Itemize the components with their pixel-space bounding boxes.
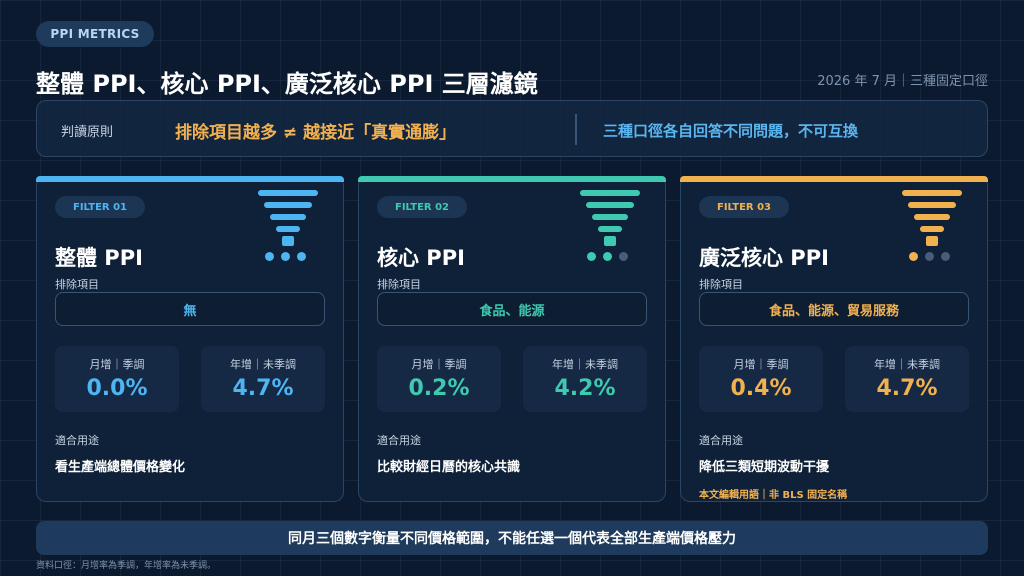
editorial-note: 本文編輯用語｜非 BLS 固定名稱: [699, 490, 848, 501]
principle-divider: [575, 114, 577, 145]
funnel-dot: [281, 252, 290, 261]
funnel-bar: [902, 190, 962, 196]
mom-value: 0.2%: [408, 376, 470, 401]
mom-label: 月增｜季調: [411, 358, 467, 371]
funnel-icon: [575, 190, 645, 266]
funnel-dot: [941, 252, 950, 261]
funnel-bar: [920, 226, 944, 232]
funnel-bar: [276, 226, 300, 232]
filter-badge: FILTER 01: [55, 196, 145, 218]
principle-side: 三種口徑各自回答不同問題，不可互換: [603, 122, 859, 140]
mom-stat: 月增｜季調 0.0%: [55, 346, 179, 412]
use-value: 看生產端總體價格變化: [55, 460, 186, 475]
funnel-dot: [603, 252, 612, 261]
card-title: 核心 PPI: [377, 246, 465, 270]
bottom-summary: 同月三個數字衡量不同價格範圍，不能任選一個代表全部生產端價格壓力: [36, 521, 988, 555]
yoy-value: 4.7%: [232, 376, 294, 401]
principle-banner: 判讀原則 排除項目越多 ≠ 越接近「真實通膨」 三種口徑各自回答不同問題，不可互…: [36, 100, 988, 157]
yoy-value: 4.7%: [876, 376, 938, 401]
page-meta: 2026 年 7 月｜三種固定口徑: [817, 74, 988, 89]
yoy-label: 年增｜未季調: [874, 358, 940, 371]
funnel-spout: [926, 236, 938, 246]
funnel-icon: [253, 190, 323, 266]
principle-label: 判讀原則: [61, 125, 114, 140]
use-label: 適合用途: [699, 434, 743, 447]
funnel-bar: [270, 214, 306, 220]
funnel-bar: [908, 202, 956, 208]
exclude-label: 排除項目: [55, 278, 99, 291]
card-accent-bar: [358, 176, 666, 182]
funnel-dot: [925, 252, 934, 261]
mom-label: 月增｜季調: [89, 358, 145, 371]
exclude-value: 無: [55, 292, 325, 326]
card-headline-ppi: FILTER 01 整體 PPI 排除項目 無 月增｜季調 0.0% 年增｜未季…: [36, 176, 344, 502]
use-value: 比較財經日曆的核心共識: [377, 460, 521, 475]
mom-label: 月增｜季調: [733, 358, 789, 371]
mom-value: 0.4%: [730, 376, 792, 401]
exclude-label: 排除項目: [377, 278, 421, 291]
use-label: 適合用途: [377, 434, 421, 447]
funnel-bar: [580, 190, 640, 196]
yoy-label: 年增｜未季調: [552, 358, 618, 371]
yoy-stat: 年增｜未季調 4.7%: [201, 346, 325, 412]
principle-main: 排除項目越多 ≠ 越接近「真實通膨」: [175, 123, 457, 143]
funnel-bar: [598, 226, 622, 232]
page-title: 整體 PPI、核心 PPI、廣泛核心 PPI 三層濾鏡: [36, 70, 538, 98]
card-core-ppi: FILTER 02 核心 PPI 排除項目 食品、能源 月增｜季調 0.2% 年…: [358, 176, 666, 502]
funnel-dot: [909, 252, 918, 261]
funnel-dot: [587, 252, 596, 261]
use-label: 適合用途: [55, 434, 99, 447]
funnel-bar: [592, 214, 628, 220]
funnel-dot: [297, 252, 306, 261]
funnel-spout: [282, 236, 294, 246]
card-broad-core-ppi: FILTER 03 廣泛核心 PPI 排除項目 食品、能源、貿易服務 月增｜季調…: [680, 176, 988, 502]
filter-badge: FILTER 03: [699, 196, 789, 218]
exclude-value: 食品、能源、貿易服務: [699, 292, 969, 326]
funnel-bar: [258, 190, 318, 196]
mom-stat: 月增｜季調 0.4%: [699, 346, 823, 412]
mom-value: 0.0%: [86, 376, 148, 401]
funnel-dot: [619, 252, 628, 261]
filter-badge: FILTER 02: [377, 196, 467, 218]
exclude-label: 排除項目: [699, 278, 743, 291]
yoy-stat: 年增｜未季調 4.7%: [845, 346, 969, 412]
funnel-icon: [897, 190, 967, 266]
card-accent-bar: [36, 176, 344, 182]
yoy-stat: 年增｜未季調 4.2%: [523, 346, 647, 412]
funnel-dot: [265, 252, 274, 261]
card-title: 整體 PPI: [55, 246, 143, 270]
mom-stat: 月增｜季調 0.2%: [377, 346, 501, 412]
yoy-value: 4.2%: [554, 376, 616, 401]
card-title: 廣泛核心 PPI: [699, 246, 829, 270]
funnel-bar: [264, 202, 312, 208]
card-accent-bar: [680, 176, 988, 182]
funnel-bar: [914, 214, 950, 220]
funnel-spout: [604, 236, 616, 246]
source-note: 資料口徑：月增率為季調，年增率為未季調。: [36, 561, 217, 571]
use-value: 降低三類短期波動干擾: [699, 460, 830, 475]
section-badge: PPI METRICS: [36, 21, 154, 47]
yoy-label: 年增｜未季調: [230, 358, 296, 371]
exclude-value: 食品、能源: [377, 292, 647, 326]
funnel-bar: [586, 202, 634, 208]
